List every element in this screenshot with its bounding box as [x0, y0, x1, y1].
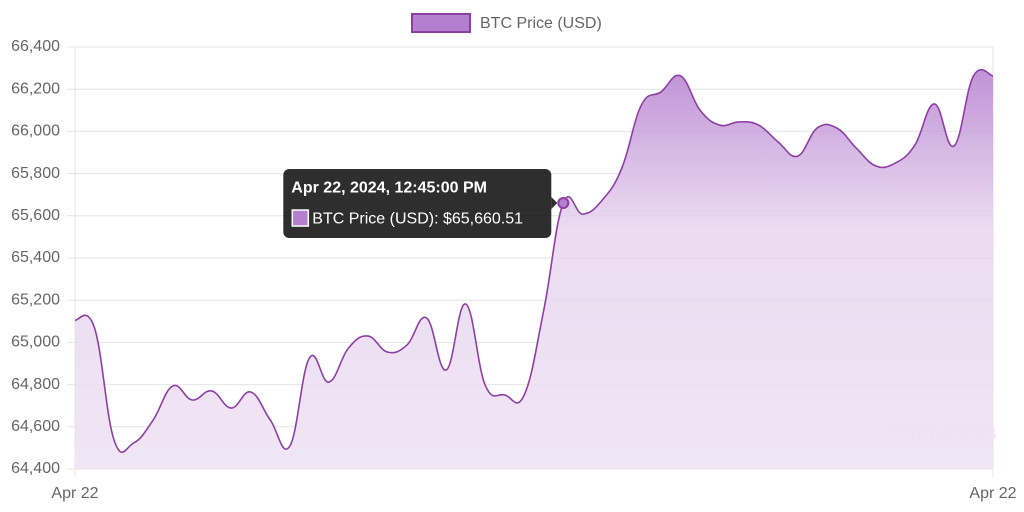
y-tick-label: 65,800: [11, 165, 60, 182]
x-tick-label: Apr 22: [969, 485, 1016, 502]
y-tick-label: 66,400: [11, 38, 60, 55]
legend-label: BTC Price (USD): [480, 15, 602, 32]
x-tick-label: Apr 22: [51, 485, 98, 502]
legend-swatch: [411, 13, 471, 33]
y-tick-label: 64,400: [11, 460, 60, 477]
y-tick-label: 64,600: [11, 418, 60, 435]
tooltip-box: [283, 169, 552, 239]
tooltip-caret: [551, 197, 558, 210]
y-tick-label: 65,400: [11, 249, 60, 266]
y-tick-label: 66,000: [11, 123, 60, 140]
highlight-point: [557, 197, 570, 210]
y-tick-label: 66,200: [11, 80, 60, 97]
y-tick-label: 64,800: [11, 376, 60, 393]
y-tick-label: 65,600: [11, 207, 60, 224]
tooltip-title: Apr 22, 2024, 12:45:00 PM: [291, 179, 487, 196]
area: [75, 69, 993, 470]
y-tick-label: 65,000: [11, 334, 60, 351]
y-tick-label: 65,200: [11, 291, 60, 308]
tooltip-label: BTC Price (USD): $65,660.51: [312, 210, 523, 227]
line: [74, 68, 994, 453]
tooltip-swatch: [291, 209, 310, 227]
